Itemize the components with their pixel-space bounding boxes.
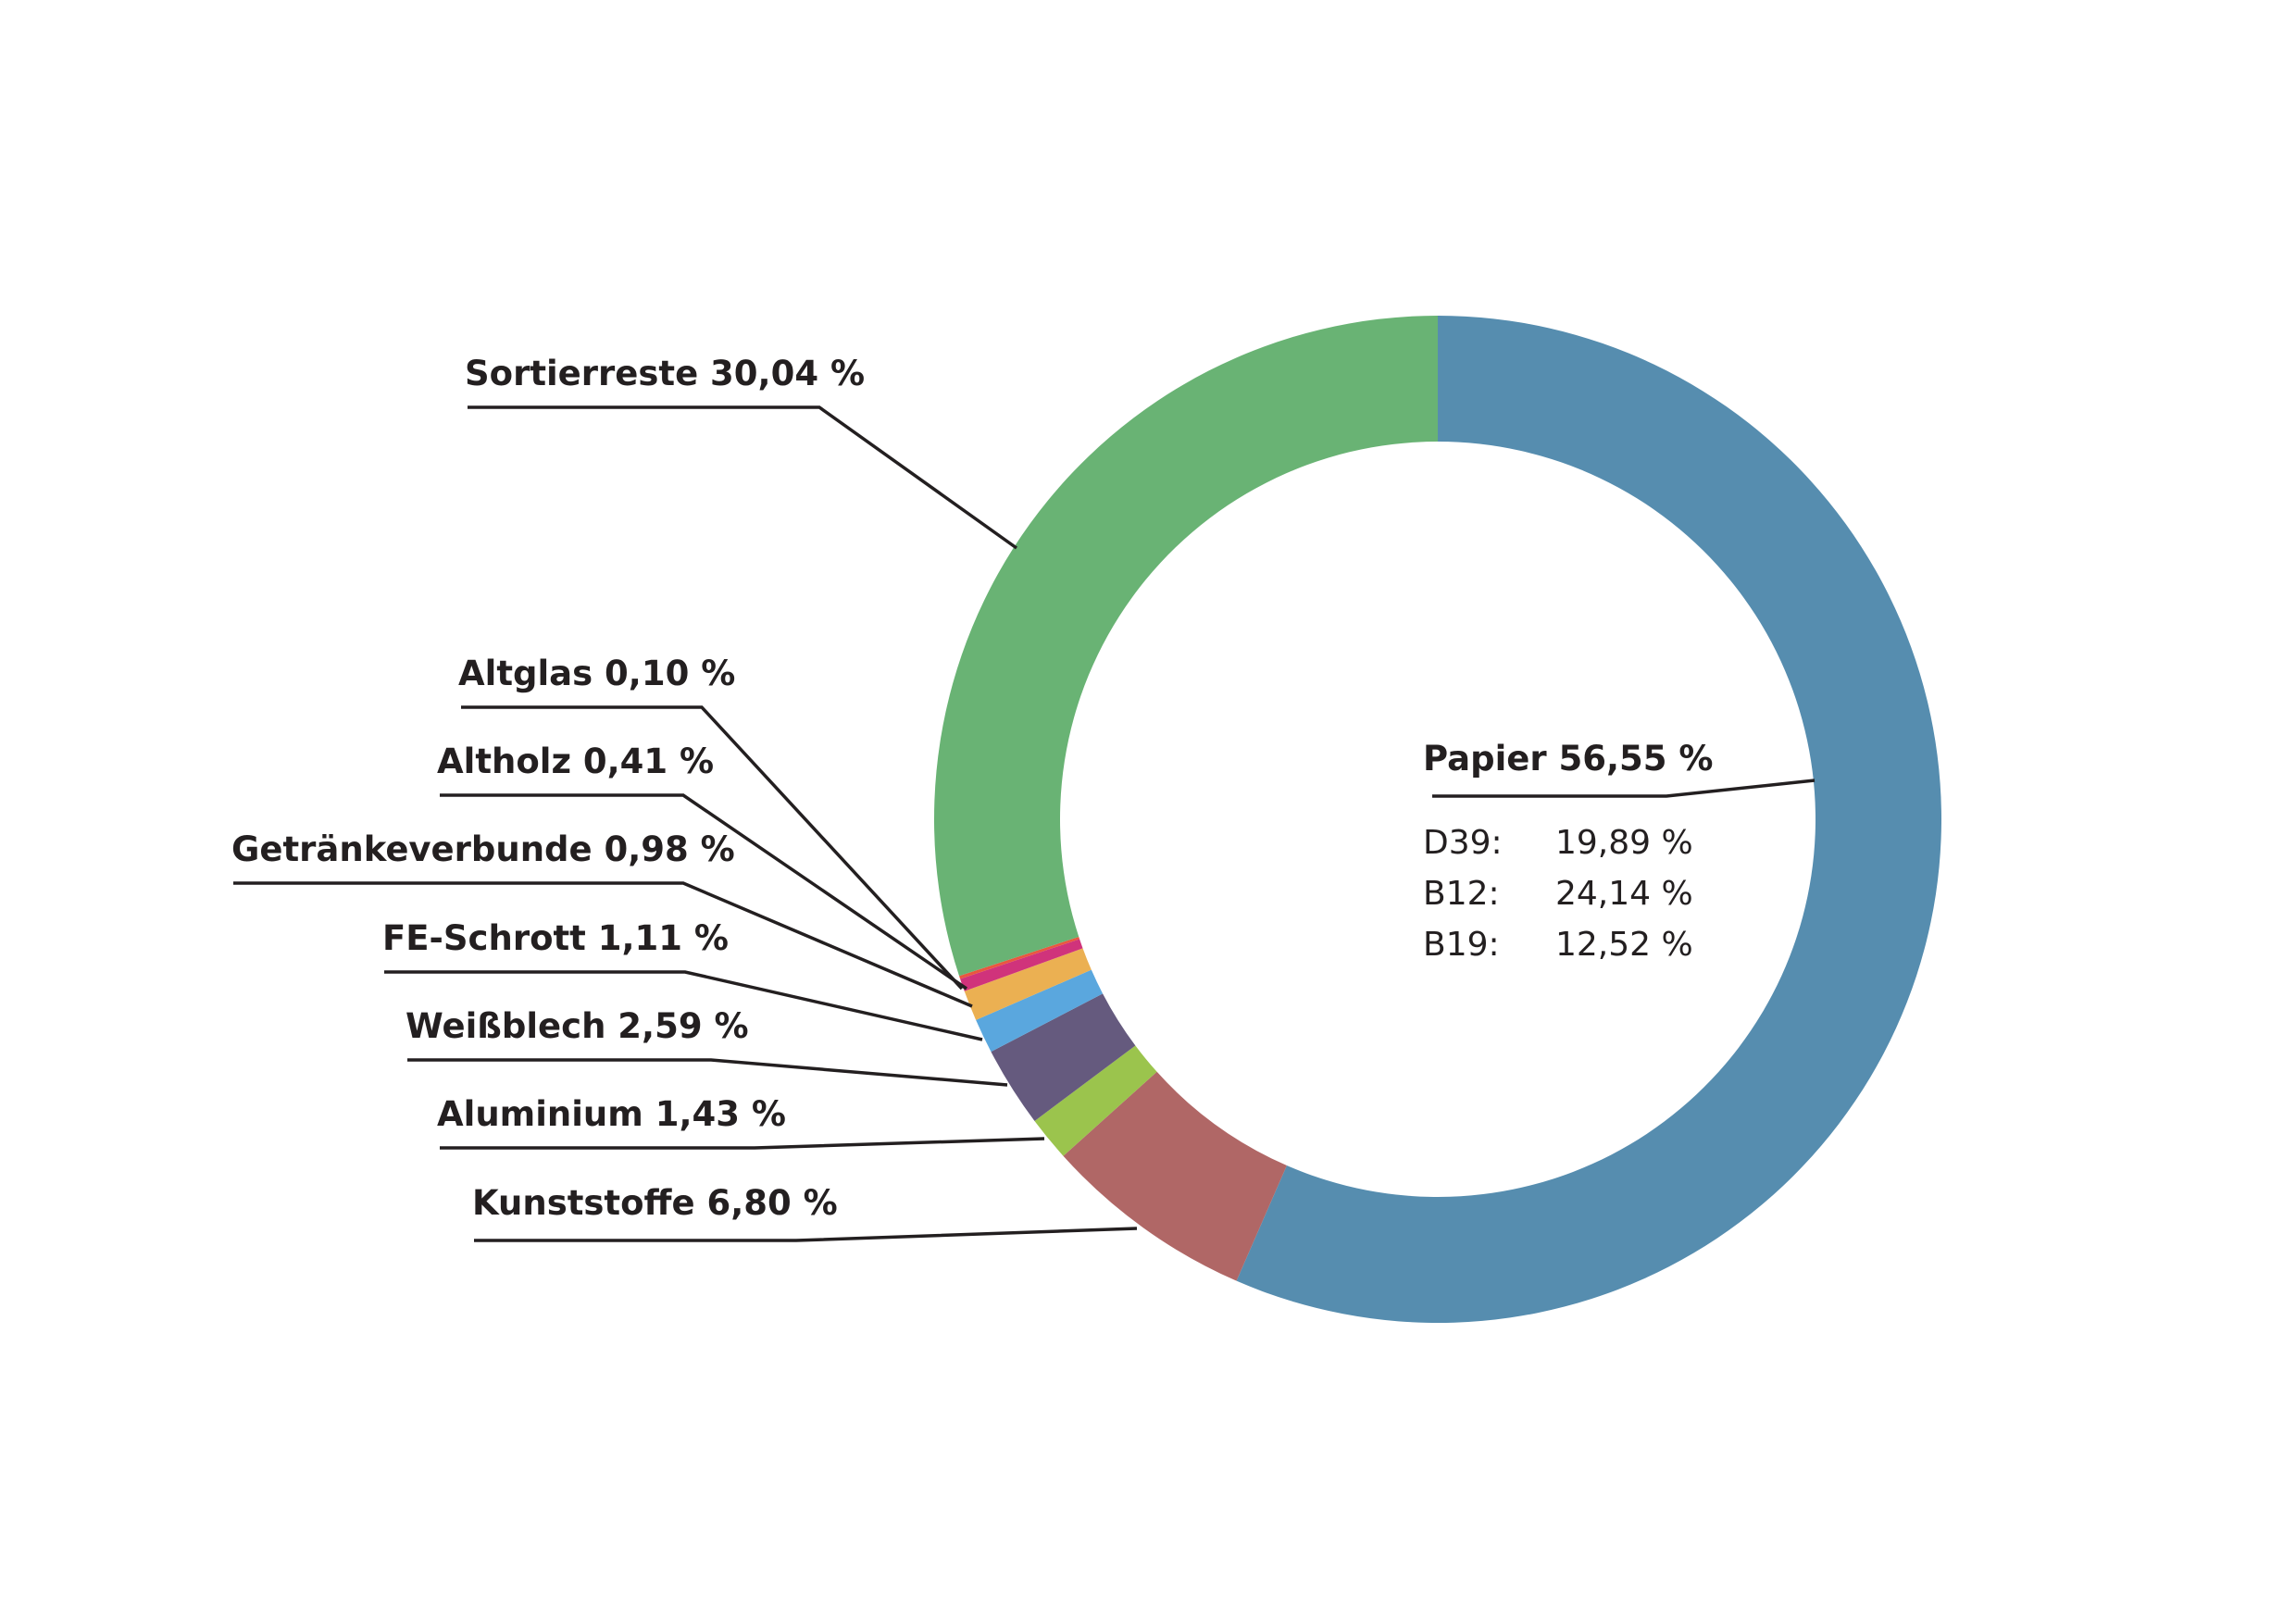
label-altglas: Altglas 0,10 % — [458, 654, 735, 693]
label-sortierreste: Sortierreste 30,04 % — [465, 354, 865, 393]
leader-papier — [1432, 779, 1816, 798]
breakdown-code-b12: B12: — [1423, 875, 1500, 913]
slice-sortierreste — [934, 316, 1438, 977]
slice-labels: Papier 56,55 % Sortierreste 30,04 % Altg… — [231, 354, 1713, 1223]
label-kunststoffe: Kunststoffe 6,80 % — [472, 1183, 838, 1223]
breakdown-value-d39: 19,89 % — [1555, 824, 1693, 862]
slice-altglas — [959, 936, 1080, 979]
papier-breakdown: D39: 19,89 % B12: 24,14 % B19: 12,52 % — [1423, 824, 1693, 964]
slice-fe-schrott — [976, 969, 1104, 1053]
label-getraenkeverbunde: Getränkeverbunde 0,98 % — [231, 829, 735, 869]
donut-slices — [934, 316, 1941, 1323]
slice-aluminium — [1034, 1045, 1157, 1156]
leader-getraenkeverbunde — [233, 881, 973, 1008]
leader-altglas — [461, 705, 964, 991]
leader-fe-schrott — [384, 970, 983, 1041]
label-altholz: Altholz 0,41 % — [437, 741, 714, 781]
label-papier: Papier 56,55 % — [1423, 739, 1713, 779]
slice-getraenkeverbunde — [964, 948, 1092, 1020]
breakdown-code-d39: D39: — [1423, 824, 1503, 862]
leader-altholz — [440, 793, 967, 991]
breakdown-value-b19: 12,52 % — [1555, 926, 1693, 964]
slice-kunststoffe — [1063, 1071, 1287, 1281]
slice-weissblech — [991, 993, 1136, 1121]
leader-sortierreste — [468, 405, 1018, 550]
leader-weissblech — [407, 1058, 1008, 1087]
leader-aluminium — [440, 1137, 1045, 1150]
leader-kunststoffe — [474, 1227, 1138, 1242]
label-weissblech: Weißblech 2,59 % — [406, 1006, 749, 1046]
slice-altholz — [960, 939, 1083, 991]
leader-lines — [233, 405, 1816, 1242]
breakdown-code-b19: B19: — [1423, 926, 1500, 964]
breakdown-value-b12: 24,14 % — [1555, 875, 1693, 913]
label-fe-schrott: FE-Schrott 1,11 % — [382, 918, 729, 958]
label-aluminium: Aluminium 1,43 % — [437, 1094, 786, 1134]
slice-papier — [1236, 316, 1941, 1323]
